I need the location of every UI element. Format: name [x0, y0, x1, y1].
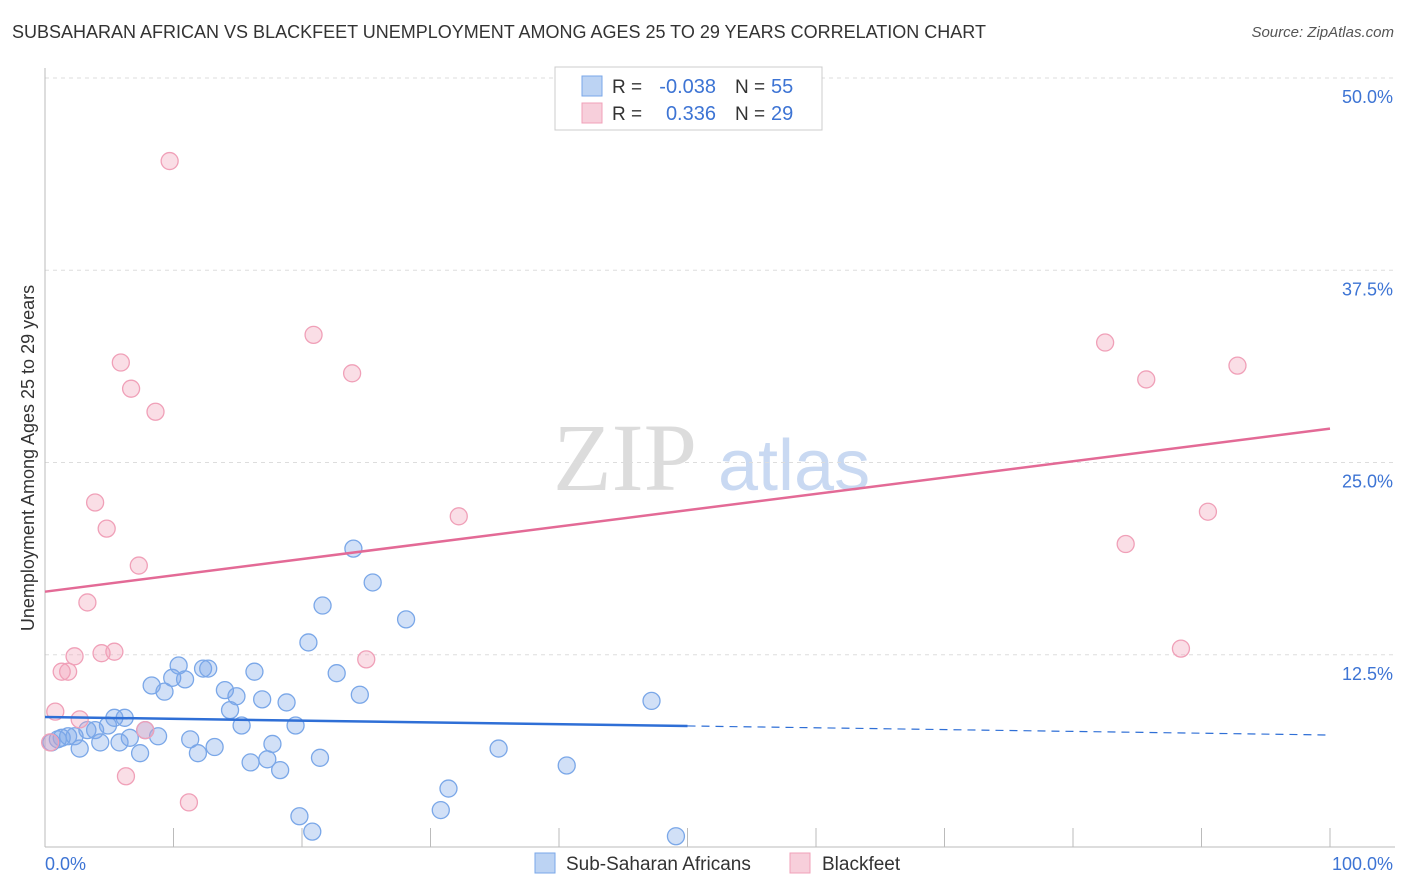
subsaharan-point: [310, 748, 330, 767]
subsaharan-point: [299, 633, 318, 652]
blackfeet-point: [70, 710, 89, 729]
blackfeet-point: [304, 325, 323, 344]
subsaharan-point: [120, 728, 139, 747]
blackfeet-point: [1198, 502, 1218, 521]
watermark-atlas: atlas: [718, 426, 870, 506]
y-axis-label: Unemployment Among Ages 25 to 29 years: [18, 285, 38, 631]
subsaharan-trend-line: [687, 725, 1331, 736]
blackfeet-point: [58, 662, 78, 681]
r-label: R =: [612, 104, 642, 125]
legend-swatch: [581, 102, 603, 124]
legend-swatch: [581, 75, 603, 97]
subsaharan-point: [175, 670, 195, 689]
blackfeet-point: [85, 493, 105, 512]
blackfeet-point: [146, 402, 165, 421]
blackfeet-point: [136, 720, 155, 740]
blackfeet-point: [129, 556, 148, 575]
n-value: 55: [771, 76, 793, 98]
blackfeet-point: [342, 364, 362, 383]
blackfeet-point: [52, 662, 71, 681]
blackfeet-point: [1171, 639, 1191, 658]
chart-title: SUBSAHARAN AFRICAN VS BLACKFEET UNEMPLOY…: [12, 22, 986, 42]
subsaharan-point: [188, 744, 208, 763]
blackfeet-point: [121, 379, 141, 398]
blackfeet-point: [357, 650, 376, 669]
y-tick-label: 25.0%: [1342, 472, 1393, 492]
subsaharan-point: [245, 662, 264, 681]
subsaharan-point: [130, 744, 150, 763]
blackfeet-trend-line: [44, 427, 1331, 593]
subsaharan-point: [439, 779, 458, 798]
r-value: 0.336: [666, 103, 716, 125]
y-tick-label: 12.5%: [1342, 664, 1393, 684]
subsaharan-point: [91, 733, 110, 752]
blackfeet-point: [97, 519, 116, 538]
subsaharan-point: [110, 733, 129, 752]
subsaharan-point: [263, 734, 282, 754]
subsaharan-point: [241, 753, 260, 772]
n-label: N =: [735, 77, 765, 98]
subsaharan-point: [363, 573, 382, 592]
n-value: 29: [771, 103, 793, 125]
legend-swatch: [789, 852, 811, 874]
subsaharan-point: [227, 687, 246, 706]
subsaharan-point: [642, 691, 661, 711]
subsaharan-point: [290, 807, 309, 826]
x-tick-label: 100.0%: [1332, 854, 1393, 874]
subsaharan-point: [253, 690, 272, 709]
blackfeet-point: [65, 647, 84, 666]
blackfeet-point: [111, 353, 130, 372]
blackfeet-point: [1095, 333, 1115, 352]
blackfeet-point: [179, 793, 199, 812]
source-label: Source: ZipAtlas.com: [1251, 24, 1394, 41]
subsaharan-point: [666, 827, 686, 846]
legend-swatch: [534, 852, 556, 874]
r-label: R =: [612, 77, 642, 98]
blackfeet-point: [449, 507, 468, 526]
subsaharan-point: [303, 822, 322, 841]
n-label: N =: [735, 104, 765, 125]
legend-label: Sub-Saharan Africans: [566, 854, 751, 875]
blackfeet-point: [105, 642, 124, 661]
subsaharan-point: [232, 716, 251, 735]
subsaharan-trend-line: [44, 715, 688, 728]
subsaharan-point: [350, 685, 369, 704]
blackfeet-point: [116, 767, 136, 786]
x-tick-label: 0.0%: [45, 854, 86, 874]
blackfeet-point: [40, 733, 60, 752]
subsaharan-point: [155, 682, 174, 701]
subsaharan-point: [431, 800, 450, 820]
blackfeet-point: [78, 593, 97, 612]
subsaharan-point: [327, 664, 346, 683]
watermark-zip: ZIP: [553, 404, 697, 511]
subsaharan-point: [58, 727, 78, 746]
subsaharan-point: [313, 596, 332, 615]
subsaharan-point: [396, 610, 416, 629]
blackfeet-point: [160, 151, 179, 171]
r-value: -0.038: [659, 76, 716, 98]
subsaharan-point: [277, 693, 296, 712]
blackfeet-point: [1137, 370, 1156, 389]
subsaharan-point: [557, 756, 576, 775]
blackfeet-point: [1116, 534, 1135, 554]
legend-label: Blackfeet: [822, 854, 901, 875]
subsaharan-point: [193, 659, 213, 678]
y-tick-label: 37.5%: [1342, 279, 1393, 299]
subsaharan-point: [271, 760, 290, 780]
y-tick-label: 50.0%: [1342, 87, 1393, 107]
subsaharan-point: [215, 680, 235, 700]
subsaharan-point: [205, 737, 224, 757]
blackfeet-point: [1228, 356, 1247, 375]
subsaharan-point: [199, 659, 218, 678]
subsaharan-point: [181, 730, 200, 749]
subsaharan-point: [489, 739, 508, 758]
subsaharan-point: [70, 739, 89, 758]
